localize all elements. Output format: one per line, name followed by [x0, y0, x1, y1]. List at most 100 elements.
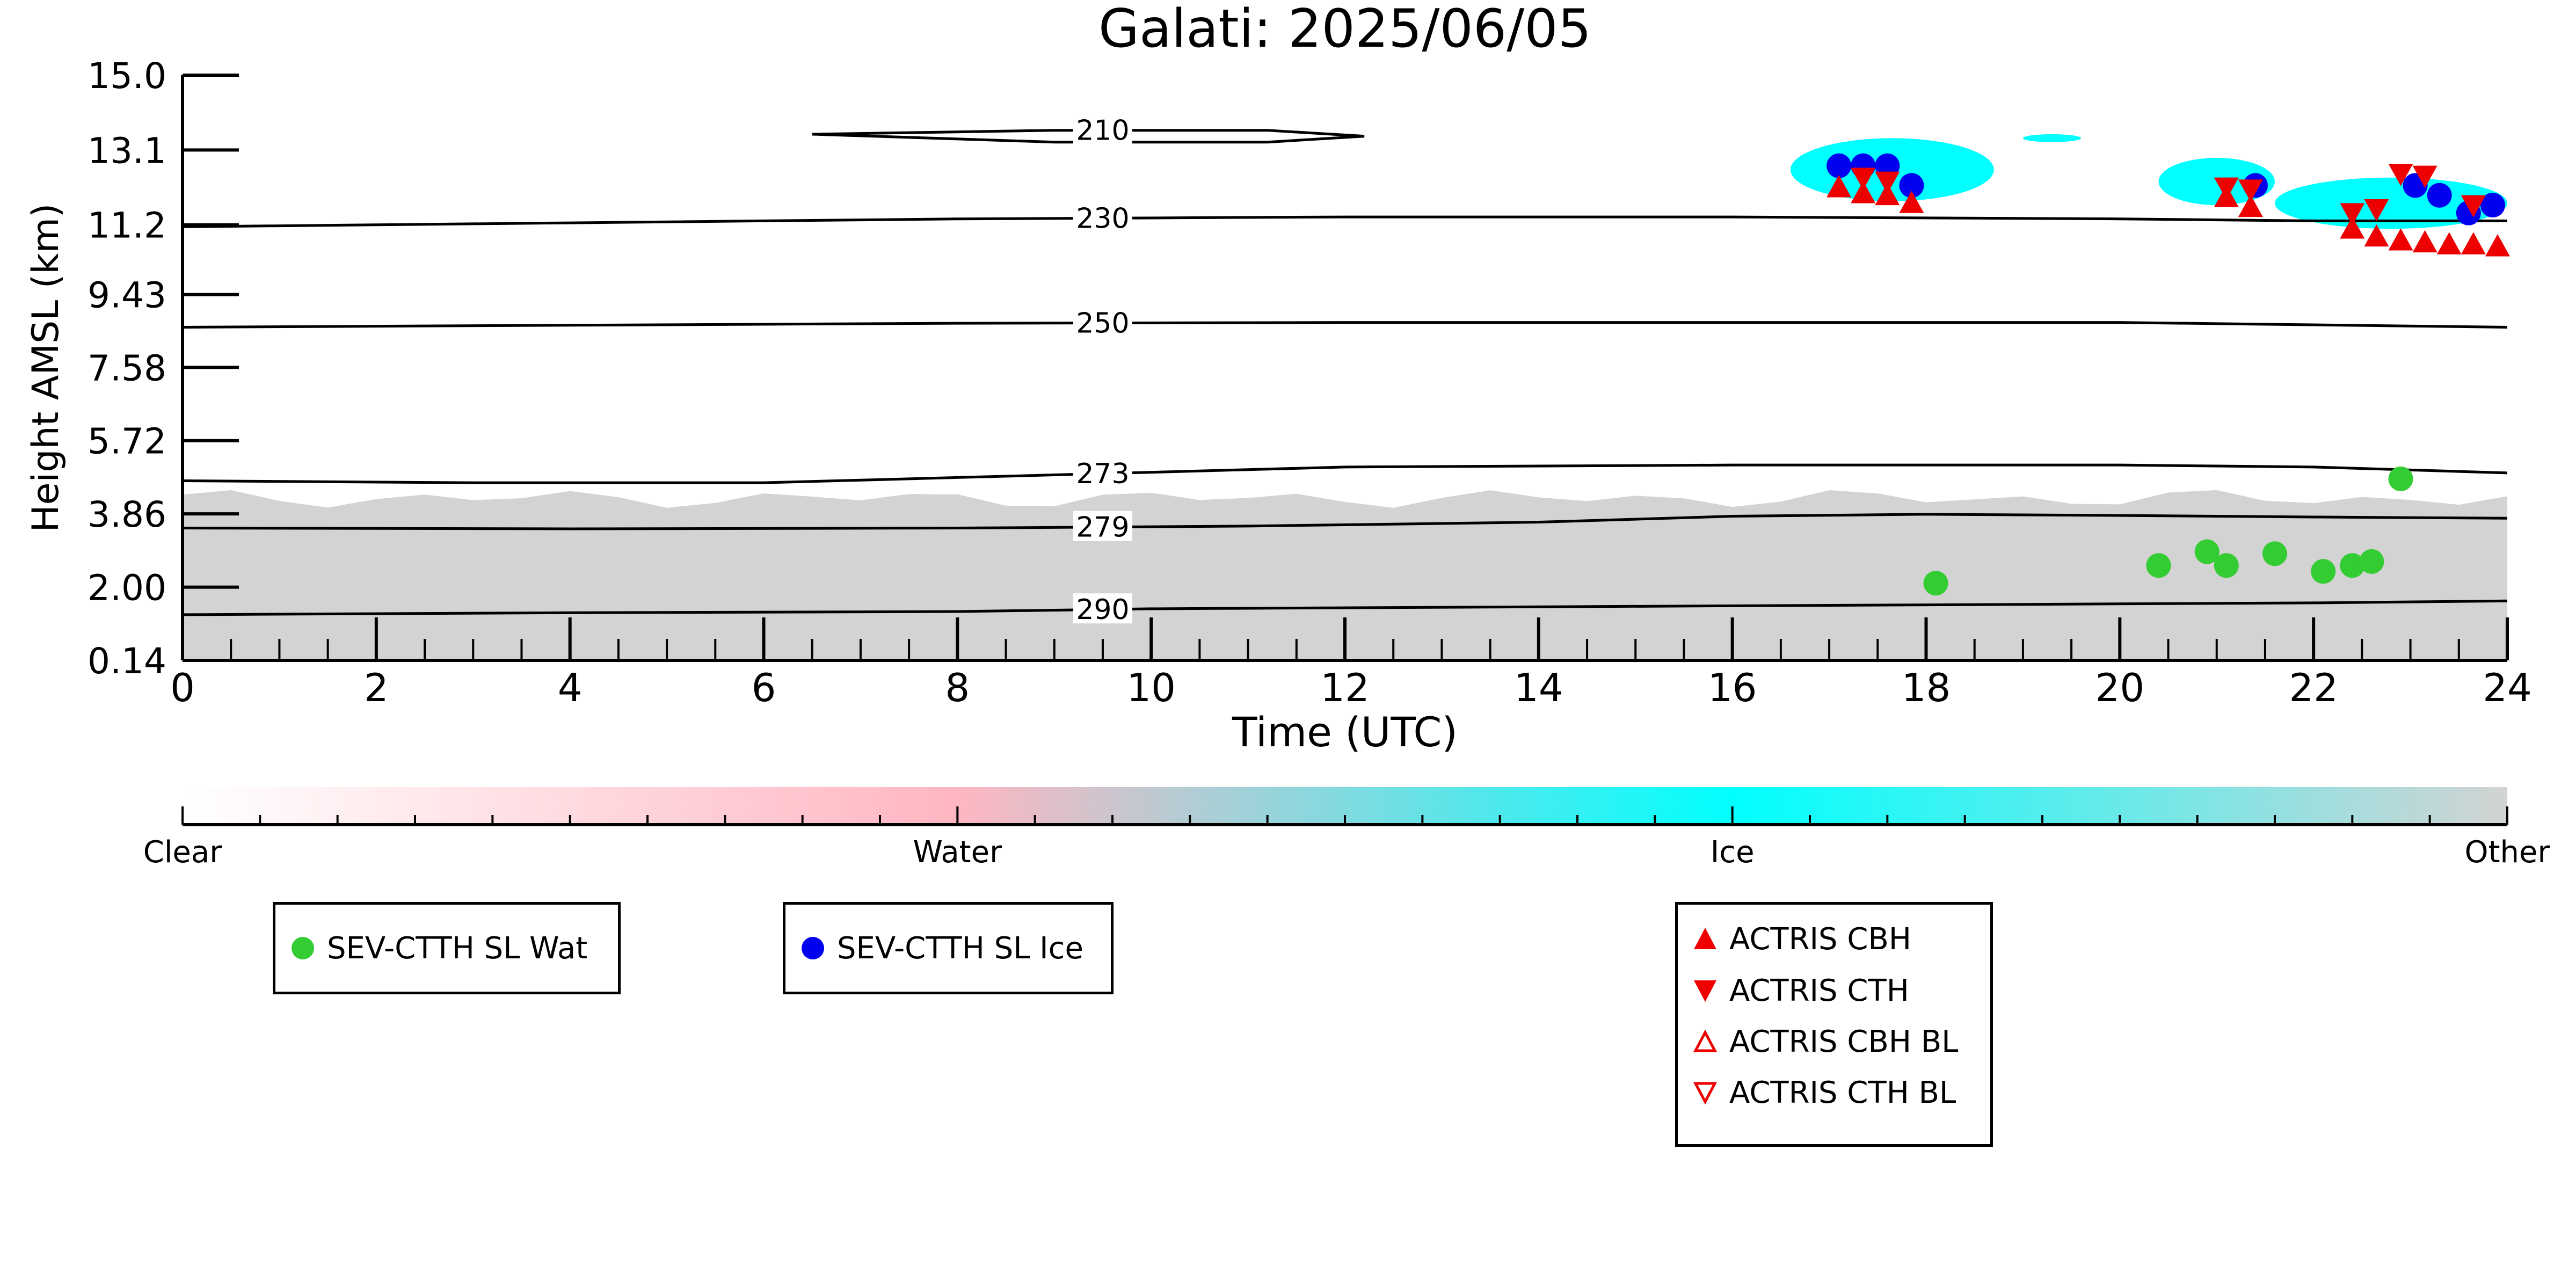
data-point-series-3	[2412, 165, 2437, 188]
legend-item-actris-cbh: ACTRIS CBH	[1678, 918, 1911, 960]
data-points-layer	[1827, 153, 2510, 596]
isotherm-line-290	[182, 599, 2508, 616]
isotherm-label-bg	[1073, 593, 1132, 624]
data-point-series-3	[2214, 177, 2239, 200]
isotherm-label-bg	[1073, 511, 1132, 541]
isotherm-label-bg	[1073, 307, 1132, 337]
data-point-series-1	[2480, 193, 2505, 218]
data-point-series-2	[2238, 194, 2263, 217]
ice-class-region	[2022, 134, 2082, 142]
x-tick-label: 24	[2483, 665, 2532, 710]
open-triangle-down-icon	[1693, 1082, 1718, 1105]
data-point-series-2	[2461, 232, 2486, 254]
data-point-series-3	[1851, 168, 1876, 190]
y-tick-label: 2.00	[88, 567, 166, 609]
isotherm-label-230: 230	[1076, 202, 1129, 235]
data-point-series-1	[1827, 153, 1852, 178]
x-tick-label: 16	[1708, 665, 1757, 710]
y-tick-label: 7.58	[88, 347, 166, 389]
legend-item-sev-wat: SEV-CTTH SL Wat	[275, 905, 587, 992]
colorbar-label-water: Water	[913, 835, 1003, 870]
isotherm-layer: 210 230 250 273 279 290	[182, 114, 2508, 626]
chart-title: Galati: 2025/06/05	[1098, 0, 1591, 60]
legend-item-actris-cth: ACTRIS CTH	[1678, 969, 1909, 1012]
x-tick-label: 0	[170, 665, 195, 710]
data-point-series-0	[2359, 549, 2384, 574]
x-tick-label: 4	[558, 665, 583, 710]
isotherm-line-230	[182, 215, 2507, 228]
filled-triangle-down-icon	[1694, 980, 1716, 1002]
data-point-series-2	[1899, 191, 1924, 213]
legend-label-actris-cbh: ACTRIS CBH	[1729, 921, 1912, 957]
isotherm-label-bg	[1073, 457, 1132, 488]
data-point-series-3	[2340, 203, 2365, 225]
isotherm-line-250	[182, 321, 2508, 329]
legend-sev-ice: SEV-CTTH SL Ice	[783, 902, 1114, 994]
axes-layer: 0 2 4 6 8 10 12 14 16 18 20 22 240.142.003.865.727.5…	[88, 55, 2532, 710]
data-point-series-0	[2311, 559, 2336, 584]
isotherm-label-210: 210	[1076, 115, 1129, 147]
isotherm-label-273: 273	[1076, 458, 1129, 490]
legend-item-actris-cth-bl: ACTRIS CTH BL	[1678, 1071, 1956, 1114]
legend-label-sev-wat: SEV-CTTH SL Wat	[327, 930, 588, 966]
background-classification-layer	[183, 134, 2507, 660]
data-point-series-0	[2146, 553, 2171, 578]
x-tick-label: 22	[2289, 665, 2338, 710]
data-point-series-1	[2427, 183, 2452, 208]
data-point-series-2	[2340, 216, 2365, 239]
data-point-series-2	[1827, 175, 1852, 198]
data-point-series-3	[2461, 195, 2486, 218]
data-point-series-3	[2238, 179, 2263, 202]
data-point-series-2	[2412, 230, 2437, 253]
y-tick-label: 0.14	[88, 641, 166, 682]
y-tick-label: 5.72	[88, 421, 166, 462]
y-tick-label: 11.2	[88, 205, 166, 246]
legend-label-sev-ice: SEV-CTTH SL Ice	[837, 930, 1083, 966]
legend-label-actris-cth-bl: ACTRIS CTH BL	[1729, 1075, 1956, 1110]
legend-item-actris-cbh-bl: ACTRIS CBH BL	[1678, 1020, 1958, 1063]
colorbar-label-other: Other	[2464, 835, 2550, 870]
isotherm-label-bg	[1073, 202, 1132, 232]
filled-triangle-up-icon	[1694, 928, 1716, 949]
legend-item-sev-ice: SEV-CTTH SL Ice	[785, 905, 1083, 992]
data-point-series-0	[2388, 466, 2413, 491]
data-point-series-0	[2340, 553, 2365, 578]
data-point-series-2	[1851, 181, 1876, 203]
y-tick-label: 9.43	[88, 275, 166, 316]
x-tick-label: 12	[1320, 665, 1370, 710]
data-point-series-0	[2262, 541, 2287, 566]
y-tick-label: 15.0	[88, 55, 166, 97]
legend-actris: ACTRIS CBH ACTRIS CTH ACTRIS CBH BL ACTR…	[1675, 902, 1993, 1147]
x-tick-label: 14	[1514, 665, 1563, 710]
x-tick-label: 18	[1902, 665, 1951, 710]
data-point-series-3	[1875, 171, 1900, 194]
data-point-series-3	[2364, 199, 2389, 222]
legend-sev-wat: SEV-CTTH SL Wat	[273, 902, 621, 994]
legend-label-actris-cth: ACTRIS CTH	[1729, 973, 1909, 1008]
isotherm-label-290: 290	[1076, 594, 1129, 626]
data-point-series-0	[1923, 571, 1948, 596]
x-tick-label: 2	[364, 665, 389, 710]
data-point-series-0	[2214, 553, 2239, 578]
y-tick-label: 13.1	[88, 130, 166, 171]
x-tick-label: 6	[752, 665, 776, 710]
isotherm-label-bg	[1073, 114, 1132, 144]
isotherm-label-279: 279	[1076, 512, 1129, 544]
class-colorbar: Clear Water Ice Other	[143, 787, 2550, 870]
data-point-series-2	[1875, 183, 1900, 206]
legend-label-actris-cbh-bl: ACTRIS CBH BL	[1729, 1024, 1959, 1059]
isotherm-line-210	[812, 129, 1365, 144]
blue-circle-icon	[802, 937, 824, 959]
green-circle-icon	[292, 937, 314, 959]
data-point-series-2	[2436, 232, 2462, 254]
x-tick-label: 8	[945, 665, 970, 710]
isotherm-label-250: 250	[1076, 308, 1129, 340]
colorbar-label-ice: Ice	[1711, 835, 1755, 870]
isotherm-line-279	[182, 513, 2508, 530]
data-point-series-1	[1899, 173, 1924, 198]
data-point-series-2	[2388, 228, 2413, 251]
y-axis-label: Height AMSL (km)	[25, 203, 67, 533]
y-tick-label: 3.86	[88, 494, 166, 535]
x-axis-label: Time (UTC)	[1232, 708, 1458, 756]
